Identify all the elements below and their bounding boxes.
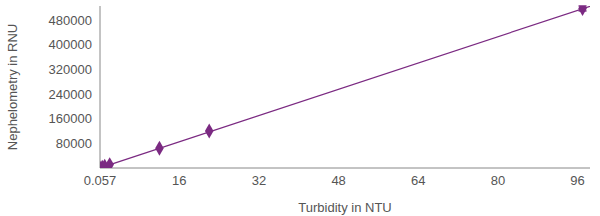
svg-text:80: 80 <box>491 173 505 188</box>
svg-text:240000: 240000 <box>49 87 92 102</box>
svg-text:80000: 80000 <box>56 136 92 151</box>
svg-text:400000: 400000 <box>49 37 92 52</box>
svg-text:Nephelometry in RNU: Nephelometry in RNU <box>8 24 20 150</box>
svg-text:96: 96 <box>570 173 584 188</box>
svg-text:32: 32 <box>252 173 266 188</box>
svg-text:16: 16 <box>172 173 186 188</box>
svg-text:64: 64 <box>411 173 425 188</box>
svg-text:48: 48 <box>331 173 345 188</box>
svg-text:160000: 160000 <box>49 111 92 126</box>
svg-text:0.057: 0.057 <box>84 173 117 188</box>
svg-text:480000: 480000 <box>49 13 92 28</box>
svg-text:Turbidity in NTU: Turbidity in NTU <box>298 200 391 215</box>
svg-text:320000: 320000 <box>49 62 92 77</box>
